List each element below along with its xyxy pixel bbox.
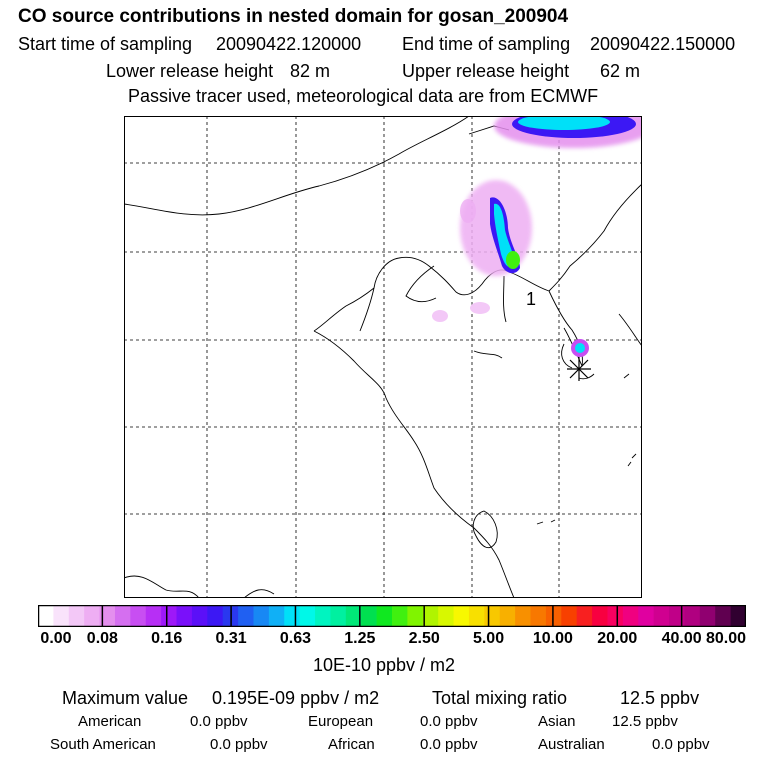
plume-faint-west bbox=[460, 199, 476, 223]
colorbar-cell bbox=[622, 605, 639, 627]
plume-bohai-cyan bbox=[494, 203, 515, 268]
colorbar-tick-label: 0.31 bbox=[215, 630, 247, 647]
map-background bbox=[124, 116, 642, 598]
colorbar-cell bbox=[468, 605, 485, 627]
colorbar-cell bbox=[207, 605, 224, 627]
upper-release-value: 62 m bbox=[600, 61, 641, 81]
colorbar-cell bbox=[438, 605, 455, 627]
page-title: CO source contributions in nested domain… bbox=[18, 6, 569, 27]
region-african-label: African bbox=[328, 736, 375, 753]
colorbar-cell bbox=[653, 605, 670, 627]
region-marker-label: 1 bbox=[526, 289, 536, 309]
max-value-label: Maximum value bbox=[62, 688, 189, 708]
plume-korea-core bbox=[575, 343, 585, 353]
colorbar-cell bbox=[484, 605, 501, 627]
colorbar-cell bbox=[253, 605, 270, 627]
colorbar-cell bbox=[576, 605, 593, 627]
end-time-value: 20090422.150000 bbox=[590, 34, 736, 54]
colorbar-cell bbox=[114, 605, 131, 627]
colorbar-cell bbox=[161, 605, 178, 627]
colorbar-cell bbox=[238, 605, 254, 627]
plume-northeast-cyan bbox=[518, 116, 610, 130]
plume-faint-south bbox=[432, 310, 448, 322]
start-time-value: 20090422.120000 bbox=[216, 34, 362, 54]
coastlines bbox=[124, 116, 642, 598]
region-african-value: 0.0 ppbv bbox=[420, 736, 478, 753]
colorbar-cell bbox=[299, 605, 316, 627]
colorbar-cell bbox=[315, 605, 331, 627]
colorbar-tick-label: 80.00 bbox=[705, 630, 747, 647]
region-australian-value: 0.0 ppbv bbox=[652, 736, 710, 753]
colorbar-cell bbox=[361, 605, 378, 627]
colorbar-cell bbox=[268, 605, 285, 627]
end-time-label: End time of sampling bbox=[402, 34, 571, 54]
colorbar-cell bbox=[99, 605, 116, 627]
colorbar-tick-label: 40.00 bbox=[661, 630, 702, 647]
region-european-label: European bbox=[308, 713, 374, 730]
colorbar-cell bbox=[669, 605, 685, 627]
colorbar-cell bbox=[38, 605, 54, 627]
max-value: 0.195E-09 ppbv / m2 bbox=[212, 688, 380, 708]
upper-release-label: Upper release height bbox=[402, 61, 570, 81]
colorbar-cell bbox=[392, 605, 408, 627]
region-south-american-label: South American bbox=[50, 736, 156, 753]
lower-release-value: 82 m bbox=[290, 61, 331, 81]
start-time-label: Start time of sampling bbox=[18, 34, 193, 54]
colorbar-tick-label: 2.50 bbox=[408, 630, 440, 647]
region-south-american-value: 0.0 ppbv bbox=[210, 736, 268, 753]
region-australian-label: Australian bbox=[538, 736, 605, 753]
colorbar-cell bbox=[176, 605, 193, 627]
colorbar-cell bbox=[607, 605, 624, 627]
colorbar-cell bbox=[699, 605, 716, 627]
tracer-note: Passive tracer used, meteorological data… bbox=[128, 86, 599, 106]
colorbar-cell bbox=[715, 605, 732, 627]
colorbar-tick-label: 0.16 bbox=[151, 630, 183, 647]
map-frame bbox=[124, 116, 642, 598]
colorbar-cell bbox=[515, 605, 532, 627]
colorbar-units: 10E-10 ppbv / m2 bbox=[312, 655, 456, 675]
colorbar-cell bbox=[84, 605, 101, 627]
plume-bohai-green bbox=[506, 251, 520, 269]
colorbar-cell bbox=[284, 605, 301, 627]
colorbar-cell bbox=[730, 605, 746, 627]
colorbar-cell bbox=[191, 605, 208, 627]
total-mixing-value: 12.5 ppbv bbox=[620, 688, 700, 708]
tracer-plume bbox=[432, 116, 642, 357]
colorbar-cell bbox=[130, 605, 147, 627]
colorbar-tick-label: 5.00 bbox=[472, 630, 505, 647]
lower-release-label: Lower release height bbox=[106, 61, 274, 81]
colorbar-cell bbox=[499, 605, 516, 627]
colorbar-tick-label: 10.00 bbox=[532, 630, 573, 647]
colorbar-tick-label: 20.00 bbox=[597, 630, 638, 647]
colorbar-cell bbox=[638, 605, 655, 627]
colorbar-cell bbox=[545, 605, 562, 627]
colorbar-cell bbox=[422, 605, 439, 627]
colorbar-tick-label: 1.25 bbox=[344, 630, 376, 647]
colorbar-cell bbox=[561, 605, 578, 627]
total-mixing-label: Total mixing ratio bbox=[432, 688, 568, 708]
colorbar bbox=[38, 605, 746, 627]
colorbar-cell bbox=[592, 605, 608, 627]
colorbar-cell bbox=[145, 605, 162, 627]
region-asian-value: 12.5 ppbv bbox=[612, 713, 678, 730]
colorbar-cell bbox=[68, 605, 85, 627]
colorbar-tick-label: 0.00 bbox=[40, 630, 72, 647]
colorbar-cell bbox=[53, 605, 70, 627]
colorbar-tick-label: 0.63 bbox=[279, 630, 312, 647]
map-panel: 1 bbox=[124, 116, 642, 598]
colorbar-cell bbox=[330, 605, 347, 627]
region-american-value: 0.0 ppbv bbox=[190, 713, 248, 730]
region-american-label: American bbox=[78, 713, 142, 730]
region-asian-label: Asian bbox=[538, 713, 576, 730]
colorbar-cell bbox=[530, 605, 547, 627]
region-european-value: 0.0 ppbv bbox=[420, 713, 478, 730]
asterisk-icon bbox=[567, 357, 591, 381]
colorbar-cell bbox=[376, 605, 393, 627]
colorbar-cell bbox=[453, 605, 470, 627]
colorbar-cell bbox=[407, 605, 424, 627]
colorbar-cell bbox=[684, 605, 701, 627]
colorbar-tick-label: 0.08 bbox=[86, 630, 118, 647]
plume-faint-coast bbox=[470, 302, 490, 314]
colorbar-cell bbox=[345, 605, 362, 627]
